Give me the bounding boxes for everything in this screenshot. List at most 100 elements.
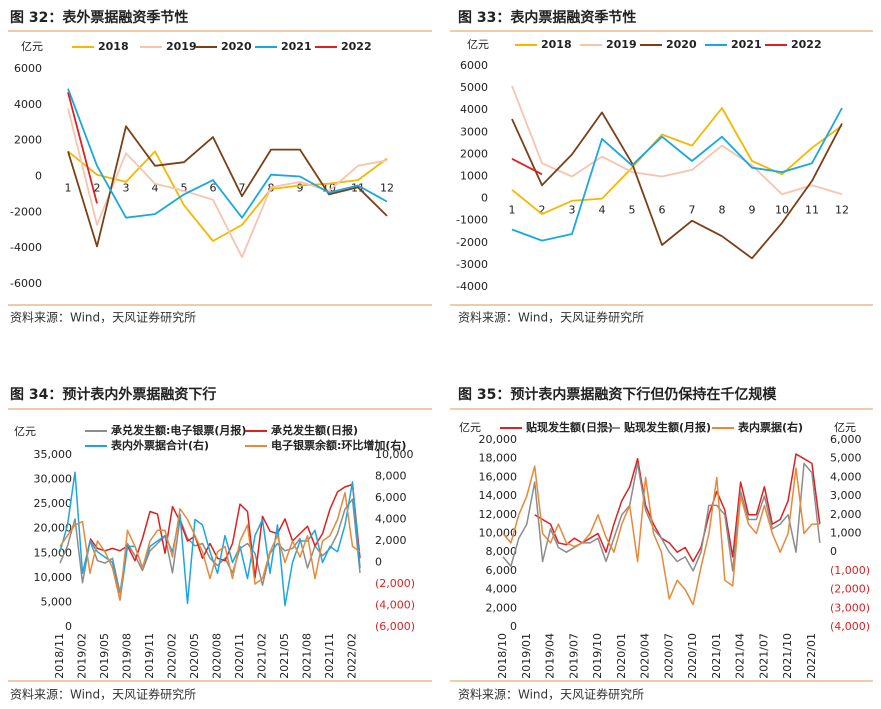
- chart-title: 图 32：表外票据融资季节性: [10, 9, 188, 26]
- series-line: [511, 107, 843, 215]
- x-tick-label: 2020/07: [662, 633, 675, 679]
- x-tick-label: 2020/11: [233, 633, 246, 679]
- legend-label: 表内票据(右): [737, 420, 803, 434]
- x-tick-label: 11: [805, 204, 819, 217]
- x-tick-label: 6: [210, 182, 217, 195]
- legend-label: 2018: [541, 38, 572, 51]
- x-tick-label: 2020/04: [639, 633, 652, 679]
- y-axis-label: 亿元: [467, 38, 489, 51]
- x-tick-label: 2019/04: [544, 633, 557, 679]
- y2-tick-label: 6,000: [830, 433, 862, 446]
- x-tick-label: 4: [152, 182, 159, 195]
- x-tick-label: 2019/11: [143, 633, 156, 679]
- legend-label: 2020: [221, 40, 252, 53]
- x-tick-label: 6: [659, 204, 666, 217]
- x-tick-label: 2021/08: [301, 633, 314, 679]
- y2-tick-label: 0: [375, 556, 382, 569]
- x-tick-label: 5: [629, 204, 636, 217]
- y-tick-label: 0: [481, 192, 488, 205]
- x-tick-label: 2018/10: [496, 633, 509, 679]
- x-tick-label: 7: [239, 182, 246, 195]
- legend-label: 承兑发生额(日报): [271, 423, 358, 437]
- y2-tick-label: 4,000: [830, 470, 862, 483]
- series-line: [59, 471, 361, 607]
- series-line: [59, 491, 361, 601]
- x-tick-label: 2020/01: [615, 633, 628, 679]
- source-note: 资料来源：Wind，天风证券研究所: [458, 310, 644, 325]
- y-tick-label: 2000: [14, 134, 42, 147]
- series-line: [511, 107, 843, 242]
- y-tick-label: 0: [35, 170, 42, 183]
- y2-tick-label: (2,000): [830, 583, 870, 596]
- y2-axis-label: 亿元: [834, 421, 856, 434]
- y2-tick-label: (4,000): [375, 599, 415, 612]
- legend-label: 2021: [281, 40, 312, 53]
- x-tick-label: 2019/02: [76, 633, 89, 679]
- legend-label: 2019: [166, 40, 197, 53]
- series-line: [511, 85, 843, 196]
- chart-title: 图 33：表内票据融资季节性: [458, 9, 636, 26]
- y-tick-label: 5000: [460, 81, 488, 94]
- series-line: [67, 108, 388, 258]
- x-tick-label: 1: [65, 182, 72, 195]
- series-line: [67, 150, 388, 242]
- y2-tick-label: 4,000: [375, 513, 407, 526]
- y-tick-label: -4000: [10, 241, 42, 254]
- y-tick-label: 6,000: [486, 564, 518, 577]
- series-line: [67, 88, 388, 219]
- y-tick-label: 10,000: [34, 571, 73, 584]
- x-tick-label: 12: [835, 204, 849, 217]
- y-tick-label: -2000: [10, 205, 42, 218]
- y-tick-label: 4,000: [486, 583, 518, 596]
- y-tick-label: -2000: [456, 236, 488, 249]
- y-tick-label: 20,000: [479, 433, 518, 446]
- y2-tick-label: 0: [830, 545, 837, 558]
- legend-label: 承兑发生额:电子银票(月报): [111, 423, 246, 437]
- x-tick-label: 8: [719, 204, 726, 217]
- x-tick-label: 12: [380, 182, 394, 195]
- y-tick-label: 35,000: [34, 448, 73, 461]
- y-tick-label: 10,000: [479, 527, 518, 540]
- y-tick-label: 2,000: [486, 601, 518, 614]
- y-axis-label: 亿元: [459, 421, 481, 434]
- y2-tick-label: 5,000: [830, 452, 862, 465]
- y2-tick-label: (1,000): [830, 564, 870, 577]
- legend-label: 2022: [341, 40, 372, 53]
- x-tick-label: 2019/10: [591, 633, 604, 679]
- x-tick-label: 2: [539, 204, 546, 217]
- x-tick-label: 2021/01: [710, 633, 723, 679]
- source-note: 资料来源：Wind，天风证券研究所: [458, 687, 644, 702]
- series-line: [511, 158, 543, 176]
- y2-tick-label: 10,000: [375, 448, 414, 461]
- y2-tick-label: (4,000): [830, 620, 870, 633]
- x-tick-label: 2019/05: [98, 633, 111, 679]
- y-tick-label: 4000: [460, 103, 488, 116]
- y-tick-label: 6000: [14, 62, 42, 75]
- y-tick-label: 5,000: [41, 595, 73, 608]
- x-tick-label: 2021/10: [781, 633, 794, 679]
- y-axis-label: 亿元: [21, 40, 43, 53]
- legend-label: 2022: [791, 38, 822, 51]
- y-tick-label: -6000: [10, 277, 42, 290]
- y-tick-label: 30,000: [34, 473, 73, 486]
- x-tick-label: 4: [599, 204, 606, 217]
- x-tick-label: 9: [749, 204, 756, 217]
- x-tick-label: 2: [94, 182, 101, 195]
- y-tick-label: 3000: [460, 125, 488, 138]
- x-tick-label: 2022/01: [805, 633, 818, 679]
- y-tick-label: 1000: [460, 170, 488, 183]
- x-tick-label: 2021/07: [757, 633, 770, 679]
- x-tick-label: 9: [297, 182, 304, 195]
- series-line: [502, 462, 821, 572]
- legend-label: 贴现发生额(月报): [623, 420, 711, 434]
- y-tick-label: 25,000: [34, 497, 73, 510]
- x-tick-label: 2020/02: [166, 633, 179, 679]
- source-note: 资料来源：Wind，天风证券研究所: [10, 310, 196, 325]
- series-line: [89, 483, 361, 579]
- x-tick-label: 10: [775, 204, 789, 217]
- x-tick-label: 2019/07: [567, 633, 580, 679]
- series-line: [67, 125, 388, 248]
- y2-tick-label: 3,000: [830, 489, 862, 502]
- y-tick-label: 0: [510, 620, 517, 633]
